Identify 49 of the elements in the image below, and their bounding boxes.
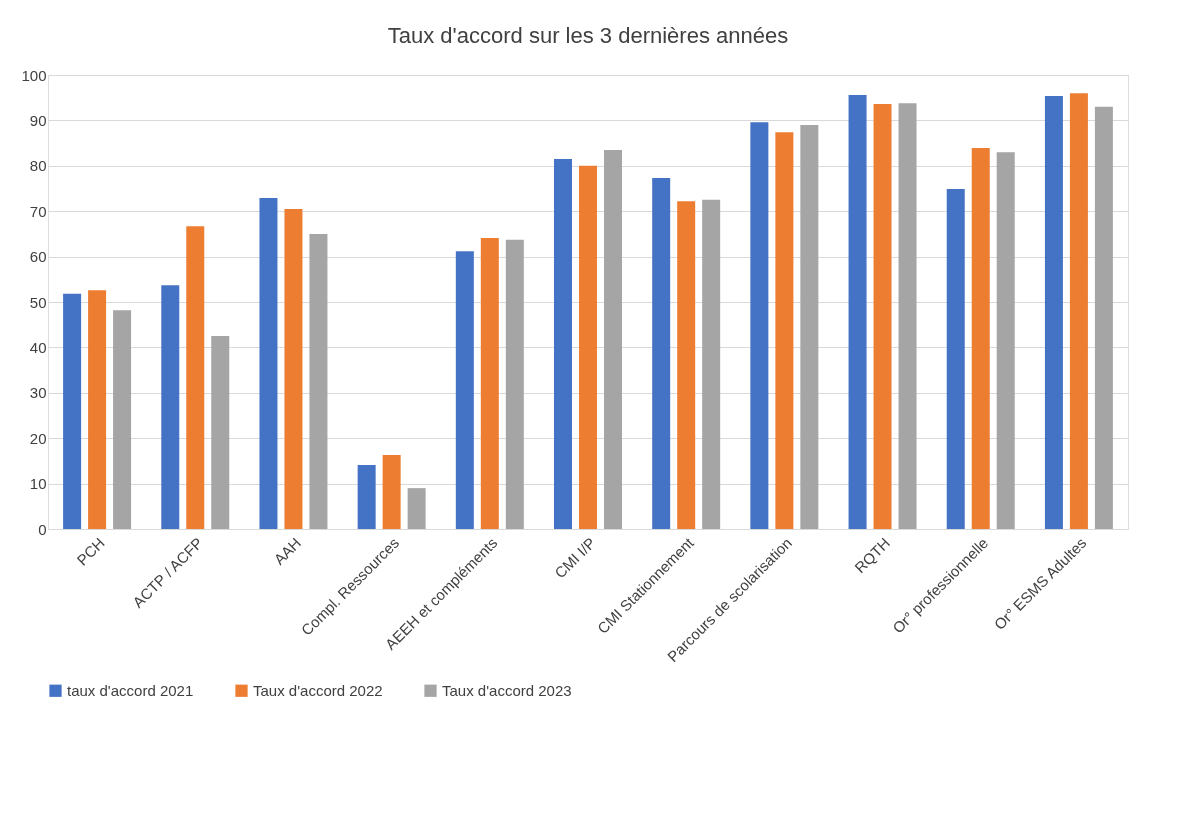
bar [505,239,524,529]
bar [996,152,1015,529]
y-tick-label: 60 [29,248,47,266]
bar [898,103,917,529]
bar [702,199,721,529]
legend-label: taux d'accord 2021 [67,681,194,699]
chart-title: Taux d'accord sur les 3 dernières années [387,23,789,48]
bar [63,293,82,529]
bar [579,165,597,529]
bar [113,310,132,529]
bar [848,94,867,529]
bar [161,285,180,529]
bar [455,251,474,529]
bar [1069,93,1088,529]
x-tick-label: CMI I/P [551,534,599,582]
bar [750,122,769,529]
bar [407,488,426,529]
bar [1094,106,1113,529]
y-tick-label: 0 [38,520,47,538]
bar [800,124,819,529]
y-tick-label: 20 [29,429,47,447]
bar [946,188,965,529]
bar [357,464,376,529]
y-tick-label: 90 [29,111,47,129]
bar [971,148,990,529]
y-tick-label: 40 [29,338,47,356]
y-tick-label: 80 [29,157,47,175]
bar [603,149,622,529]
bar [382,455,401,529]
bar [677,201,696,529]
bar [186,226,205,529]
bar [259,198,278,529]
y-tick-label: 50 [29,293,47,311]
bar [1044,95,1063,529]
legend-label: Taux d'accord 2023 [442,681,572,699]
y-tick-label: 100 [21,66,47,84]
bar [554,158,573,529]
bar [480,237,499,529]
y-tick-label: 10 [29,475,47,493]
bar [775,132,794,529]
y-tick-label: 70 [29,202,47,220]
bar [309,233,328,529]
y-tick-label: 30 [29,384,47,402]
bar [873,104,892,529]
legend-label: Taux d'accord 2022 [253,681,383,699]
bar [211,336,230,529]
bar [284,208,303,529]
bar [88,290,107,529]
bar [652,178,671,529]
